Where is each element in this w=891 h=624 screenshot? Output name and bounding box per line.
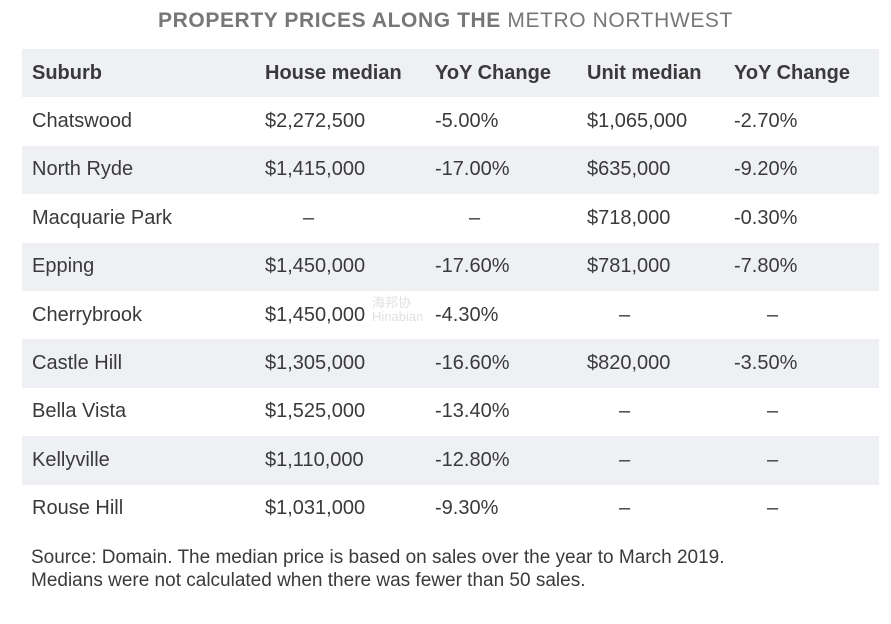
- cell-unit-median: –: [619, 448, 631, 471]
- header-house-median: House median: [265, 61, 402, 84]
- cell-house-yoy: -5.00%: [435, 110, 499, 133]
- table-row: Rouse Hill $1,031,000 -9.30% – –: [22, 484, 879, 533]
- cell-unit-yoy: -9.20%: [734, 158, 798, 181]
- cell-unit-yoy: -0.30%: [734, 206, 798, 229]
- cell-suburb: Bella Vista: [32, 400, 127, 423]
- cell-suburb: Epping: [32, 255, 95, 278]
- cell-unit-median: $820,000: [587, 352, 671, 375]
- cell-suburb: Chatswood: [32, 110, 133, 133]
- source-note-line1: Source: Domain. The median price is base…: [31, 547, 725, 568]
- cell-unit-yoy: –: [767, 448, 779, 471]
- cell-house-median: –: [303, 206, 315, 229]
- cell-house-yoy: -17.60%: [435, 255, 510, 278]
- cell-suburb: Cherrybrook: [32, 303, 143, 326]
- cell-house-median: $1,450,000: [265, 303, 366, 326]
- header-suburb: Suburb: [32, 61, 102, 84]
- cell-house-yoy: -17.00%: [435, 158, 510, 181]
- cell-house-median: $1,450,000: [265, 255, 366, 278]
- table-row: Cherrybrook $1,450,000 -4.30% – –: [22, 290, 879, 340]
- cell-house-yoy: -13.40%: [435, 400, 510, 423]
- header-house-yoy: YoY Change: [435, 61, 551, 84]
- table-row: North Ryde $1,415,000 -17.00% $635,000 -9.20…: [22, 145, 879, 195]
- cell-unit-yoy: –: [767, 400, 779, 423]
- watermark-cn: 海邦协: [372, 295, 412, 310]
- cell-suburb: Castle Hill: [32, 352, 123, 375]
- cell-house-median: $2,272,500: [265, 110, 366, 133]
- cell-unit-yoy: –: [767, 497, 779, 520]
- watermark: 海邦协 Hinabian: [372, 296, 423, 324]
- cell-unit-median: –: [619, 497, 631, 520]
- cell-house-yoy: -4.30%: [435, 303, 499, 326]
- cell-unit-median: $781,000: [587, 255, 671, 278]
- watermark-en: Hinabian: [372, 309, 424, 324]
- cell-suburb: Kellyville: [32, 448, 110, 471]
- cell-house-yoy: -12.80%: [435, 448, 510, 471]
- table-row: Castle Hill $1,305,000 -16.60% $820,000 -3.5…: [22, 339, 879, 388]
- cell-unit-median: $718,000: [587, 206, 671, 229]
- table-row: Macquarie Park – – $718,000 -0.30%: [22, 194, 879, 243]
- cell-unit-yoy: -2.70%: [734, 110, 798, 133]
- cell-house-yoy: -9.30%: [435, 497, 499, 520]
- cell-unit-median: –: [619, 303, 631, 326]
- cell-unit-median: –: [619, 400, 631, 423]
- table-row: Chatswood $2,272,500 -5.00% $1,065,000 -2.70…: [22, 97, 879, 146]
- cell-house-median: $1,110,000: [265, 448, 364, 471]
- price-table: Suburb House median YoY Change Unit medi…: [22, 49, 879, 533]
- chart-title-bold: PROPERTY PRICES ALONG THE: [158, 9, 501, 32]
- cell-house-median: $1,305,000: [265, 352, 366, 375]
- cell-unit-yoy: -7.80%: [734, 255, 798, 278]
- chart-title: PROPERTY PRICES ALONG THE METRO NORTHWES…: [0, 9, 891, 33]
- source-note: Source: Domain. The median price is base…: [31, 546, 871, 592]
- source-note-line2: Medians were not calculated when there w…: [31, 570, 586, 591]
- header-unit-yoy: YoY Change: [734, 61, 850, 84]
- table-body: Chatswood $2,272,500 -5.00% $1,065,000 -2.70…: [22, 97, 879, 533]
- cell-unit-median: $1,065,000: [587, 110, 688, 133]
- header-unit-median: Unit median: [587, 61, 702, 84]
- cell-house-median: $1,525,000: [265, 400, 366, 423]
- table-row: Kellyville $1,110,000 -12.80% – –: [22, 436, 879, 485]
- cell-house-yoy: –: [469, 206, 481, 229]
- cell-suburb: Macquarie Park: [32, 206, 173, 229]
- cell-house-median: $1,415,000: [265, 158, 366, 181]
- table-row: Epping $1,450,000 -17.60% $781,000 -7.80%: [22, 242, 879, 291]
- chart-title-light: METRO NORTHWEST: [507, 9, 733, 32]
- cell-house-median: $1,031,000: [265, 497, 366, 520]
- cell-suburb: North Ryde: [32, 158, 134, 181]
- table-header-row: Suburb House median YoY Change Unit medi…: [22, 49, 879, 98]
- table-row: Bella Vista $1,525,000 -13.40% – –: [22, 387, 879, 437]
- cell-house-yoy: -16.60%: [435, 352, 510, 375]
- cell-unit-yoy: -3.50%: [734, 352, 798, 375]
- cell-unit-yoy: –: [767, 303, 779, 326]
- cell-unit-median: $635,000: [587, 158, 671, 181]
- cell-suburb: Rouse Hill: [32, 497, 124, 520]
